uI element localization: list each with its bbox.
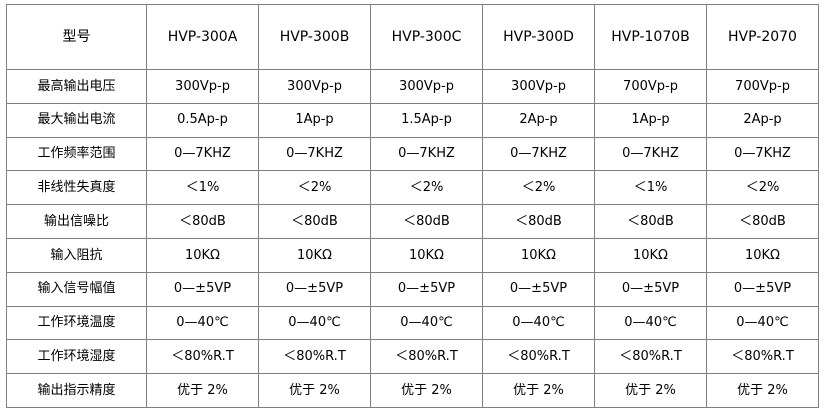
model-header-cell: HVP-300A <box>146 4 259 70</box>
value-cell: 700Vp-p <box>706 69 819 104</box>
value-cell: 10KΩ <box>706 237 819 273</box>
value-cell: 0—40℃ <box>146 305 259 341</box>
value-cell: ＜80dB <box>146 204 259 239</box>
value-cell: 0.5Ap-p <box>146 102 259 138</box>
value-cell: 0—±5VP <box>706 271 819 307</box>
model-header-cell: HVP-300D <box>482 4 595 70</box>
table-row: 工作频率范围 0—7KHZ 0—7KHZ 0—7KHZ 0—7KHZ 0—7KHZ 0—7K… <box>6 136 819 172</box>
value-cell: 0—7KHZ <box>706 136 819 172</box>
value-cell: 0—40℃ <box>594 305 707 341</box>
value-cell: 300Vp-p <box>370 69 483 104</box>
value-cell: 0—40℃ <box>258 305 371 341</box>
value-cell: ＜80%R.T <box>146 339 259 375</box>
header-label-cell: 型号 <box>6 4 147 70</box>
value-cell: 700Vp-p <box>594 69 707 104</box>
value-cell: 0—±5VP <box>146 271 259 307</box>
table-row: 最大输出电流 0.5Ap-p 1Ap-p 1.5Ap-p 2Ap-p 1Ap-p 2Ap-p <box>6 102 819 138</box>
model-header-cell: HVP-300C <box>370 4 483 70</box>
value-cell: 优于 2% <box>370 373 483 408</box>
value-cell: ＜80%R.T <box>370 339 483 375</box>
value-cell: 2Ap-p <box>482 102 595 138</box>
row-label-cell: 输出指示精度 <box>6 373 147 408</box>
table-row: 最高输出电压 300Vp-p 300Vp-p 300Vp-p 300Vp-p 700Vp-… <box>6 69 819 104</box>
value-cell: 2Ap-p <box>706 102 819 138</box>
table-row: 输出信噪比 ＜80dB ＜80dB ＜80dB ＜80dB ＜80dB ＜80dB <box>6 204 819 239</box>
value-cell: ＜80%R.T <box>258 339 371 375</box>
value-cell: 0—±5VP <box>482 271 595 307</box>
value-cell: ＜80dB <box>482 204 595 239</box>
value-cell: 优于 2% <box>258 373 371 408</box>
value-cell: 300Vp-p <box>482 69 595 104</box>
table-row: 工作环境湿度 ＜80%R.T ＜80%R.T ＜80%R.T ＜80%R.T ＜80%R.… <box>6 339 819 375</box>
spec-table-body: 型号 HVP-300A HVP-300B HVP-300C HVP-300D H… <box>6 4 819 408</box>
value-cell: ＜80%R.T <box>482 339 595 375</box>
table-header-row: 型号 HVP-300A HVP-300B HVP-300C HVP-300D H… <box>6 4 819 70</box>
value-cell: 10KΩ <box>258 237 371 273</box>
value-cell: ＜2% <box>258 170 371 206</box>
row-label-cell: 输出信噪比 <box>6 204 147 239</box>
value-cell: ＜80dB <box>370 204 483 239</box>
row-label-cell: 输入信号幅值 <box>6 271 147 307</box>
value-cell: 0—7KHZ <box>482 136 595 172</box>
row-label-cell: 输入阻抗 <box>6 237 147 273</box>
value-cell: ＜1% <box>594 170 707 206</box>
table-row: 非线性失真度 ＜1% ＜2% ＜2% ＜2% ＜1% ＜2% <box>6 170 819 206</box>
value-cell: 1.5Ap-p <box>370 102 483 138</box>
value-cell: 300Vp-p <box>146 69 259 104</box>
table-row: 工作环境温度 0—40℃ 0—40℃ 0—40℃ 0—40℃ 0—40℃ 0—40℃ <box>6 305 819 341</box>
value-cell: 0—±5VP <box>370 271 483 307</box>
value-cell: ＜80dB <box>258 204 371 239</box>
value-cell: 0—7KHZ <box>594 136 707 172</box>
value-cell: 10KΩ <box>482 237 595 273</box>
value-cell: 优于 2% <box>146 373 259 408</box>
value-cell: 0—40℃ <box>370 305 483 341</box>
value-cell: ＜80%R.T <box>706 339 819 375</box>
value-cell: 10KΩ <box>370 237 483 273</box>
row-label-cell: 工作频率范围 <box>6 136 147 172</box>
value-cell: 0—7KHZ <box>370 136 483 172</box>
value-cell: 1Ap-p <box>258 102 371 138</box>
value-cell: ＜80dB <box>706 204 819 239</box>
value-cell: 优于 2% <box>482 373 595 408</box>
value-cell: 0—7KHZ <box>258 136 371 172</box>
row-label-cell: 工作环境湿度 <box>6 339 147 375</box>
value-cell: ＜1% <box>146 170 259 206</box>
row-label-cell: 工作环境温度 <box>6 305 147 341</box>
value-cell: 0—±5VP <box>258 271 371 307</box>
model-header-cell: HVP-2070 <box>706 4 819 70</box>
row-label-cell: 最大输出电流 <box>6 102 147 138</box>
table-row: 输出指示精度 优于 2% 优于 2% 优于 2% 优于 2% 优于 2% 优于 2% <box>6 373 819 408</box>
row-label-cell: 非线性失真度 <box>6 170 147 206</box>
table-row: 输入阻抗 10KΩ 10KΩ 10KΩ 10KΩ 10KΩ 10KΩ <box>6 237 819 273</box>
value-cell: 10KΩ <box>594 237 707 273</box>
value-cell: ＜80%R.T <box>594 339 707 375</box>
table-row: 输入信号幅值 0—±5VP 0—±5VP 0—±5VP 0—±5VP 0—±5VP 0—±5… <box>6 271 819 307</box>
value-cell: 300Vp-p <box>258 69 371 104</box>
value-cell: 0—40℃ <box>706 305 819 341</box>
value-cell: 10KΩ <box>146 237 259 273</box>
value-cell: 0—40℃ <box>482 305 595 341</box>
value-cell: ＜2% <box>370 170 483 206</box>
value-cell: 优于 2% <box>706 373 819 408</box>
value-cell: ＜2% <box>706 170 819 206</box>
value-cell: 1Ap-p <box>594 102 707 138</box>
spec-table: 型号 HVP-300A HVP-300B HVP-300C HVP-300D H… <box>6 4 819 408</box>
value-cell: 0—±5VP <box>594 271 707 307</box>
value-cell: 0—7KHZ <box>146 136 259 172</box>
row-label-cell: 最高输出电压 <box>6 69 147 104</box>
model-header-cell: HVP-300B <box>258 4 371 70</box>
model-header-cell: HVP-1070B <box>594 4 707 70</box>
value-cell: ＜2% <box>482 170 595 206</box>
value-cell: 优于 2% <box>594 373 707 408</box>
value-cell: ＜80dB <box>594 204 707 239</box>
